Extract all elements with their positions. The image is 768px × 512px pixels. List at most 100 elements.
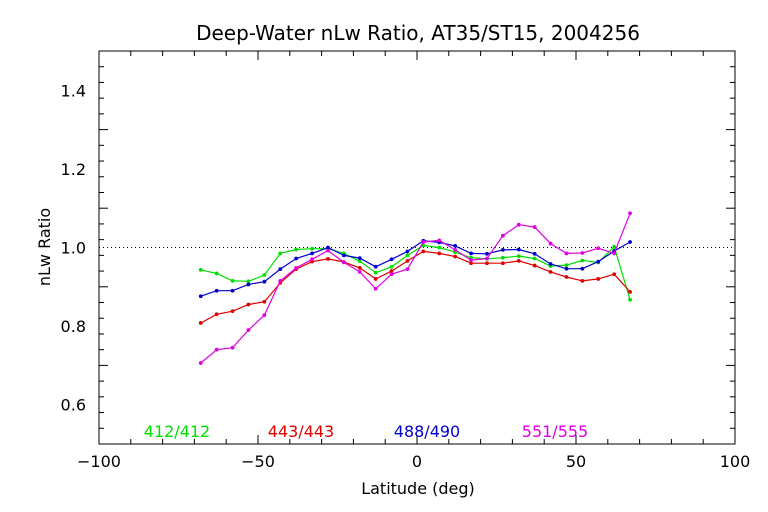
data-point	[294, 256, 299, 261]
series-line-551-555	[200, 213, 631, 364]
data-point	[262, 299, 267, 304]
data-point	[532, 256, 537, 261]
data-point	[246, 282, 251, 287]
x-axis-label: Latitude (deg)	[361, 479, 475, 498]
data-point	[357, 269, 362, 274]
data-point	[596, 277, 601, 281]
data-point	[405, 267, 410, 272]
data-point	[230, 309, 235, 314]
data-point	[485, 256, 489, 261]
data-point	[548, 269, 553, 274]
x-tick-label: 0	[412, 452, 422, 471]
data-point	[230, 279, 235, 283]
data-point	[230, 345, 235, 350]
data-point	[198, 294, 203, 299]
data-point	[262, 313, 267, 317]
legend-entry: 488/490	[394, 422, 460, 441]
data-point	[389, 257, 394, 262]
x-tick-label: 100	[720, 452, 751, 471]
data-point	[628, 240, 632, 244]
legend-entry: 412/412	[144, 422, 210, 441]
legend-entry: 443/443	[268, 422, 334, 441]
data-point	[262, 273, 267, 277]
y-tick-label: 1.2	[61, 160, 86, 179]
data-point	[278, 251, 283, 256]
data-point	[500, 255, 505, 260]
data-point	[278, 267, 283, 272]
data-point	[421, 249, 426, 254]
data-point	[453, 254, 458, 259]
data-point	[596, 259, 601, 264]
data-point	[612, 272, 617, 277]
y-tick-label: 1.4	[61, 81, 86, 100]
y-axis-label: nLw Ratio	[35, 208, 54, 286]
data-point	[548, 241, 553, 246]
data-point	[500, 233, 505, 238]
data-point	[453, 244, 458, 248]
data-point	[405, 258, 410, 263]
data-point	[326, 245, 330, 250]
data-point	[516, 254, 521, 259]
plot-area: −100 −50 0 50 100 0.6 0.8 1.0 1.2 1.4 412/412 443/4…	[61, 50, 751, 471]
x-tick-label: −50	[241, 452, 275, 471]
data-point	[437, 245, 442, 250]
data-point	[294, 266, 299, 270]
data-point	[230, 288, 235, 293]
data-point	[421, 240, 426, 244]
x-tick-label: 50	[566, 452, 586, 471]
data-point	[310, 257, 314, 262]
data-point	[485, 261, 489, 266]
data-point	[564, 275, 569, 279]
data-point	[405, 249, 410, 254]
data-point	[214, 347, 219, 352]
data-point	[453, 247, 458, 252]
data-point	[373, 270, 378, 275]
y-tick-label: 0.8	[61, 317, 86, 336]
data-point	[437, 251, 442, 256]
data-point	[262, 279, 267, 284]
chart-title: Deep-Water nLw Ratio, AT35/ST15, 2004256	[196, 21, 640, 45]
data-point	[198, 321, 203, 325]
data-point	[214, 271, 219, 276]
data-point	[580, 279, 585, 283]
data-point	[469, 258, 473, 262]
data-point	[500, 261, 505, 266]
data-point	[564, 263, 569, 268]
data-point	[310, 246, 314, 251]
data-point	[198, 268, 203, 272]
x-tick-label: −100	[77, 452, 121, 471]
data-point	[310, 251, 314, 256]
data-point	[214, 312, 219, 317]
data-point	[628, 290, 632, 294]
data-point	[548, 262, 553, 266]
data-point	[532, 225, 537, 229]
data-point	[469, 261, 473, 266]
series-line-488-490	[200, 240, 631, 297]
data-point	[580, 266, 585, 271]
data-point	[373, 264, 378, 269]
data-point	[532, 263, 537, 268]
legend-entry: 551/555	[522, 422, 588, 441]
data-point	[628, 211, 632, 216]
data-point	[326, 256, 330, 261]
data-point	[405, 253, 410, 258]
data-point	[341, 260, 346, 265]
data-point	[278, 279, 283, 283]
data-point	[612, 251, 617, 256]
data-point	[628, 297, 632, 302]
data-point	[437, 238, 442, 243]
data-point	[612, 244, 617, 249]
data-point	[246, 328, 251, 332]
data-point	[373, 277, 378, 281]
data-point	[500, 247, 505, 252]
data-point	[198, 361, 203, 365]
data-point	[389, 272, 394, 277]
data-point	[580, 251, 585, 255]
data-point	[294, 247, 299, 252]
data-point	[357, 256, 362, 261]
data-point	[485, 251, 489, 256]
data-point	[373, 286, 378, 291]
data-point	[564, 266, 569, 271]
data-point	[357, 266, 362, 270]
data-point	[214, 288, 219, 293]
